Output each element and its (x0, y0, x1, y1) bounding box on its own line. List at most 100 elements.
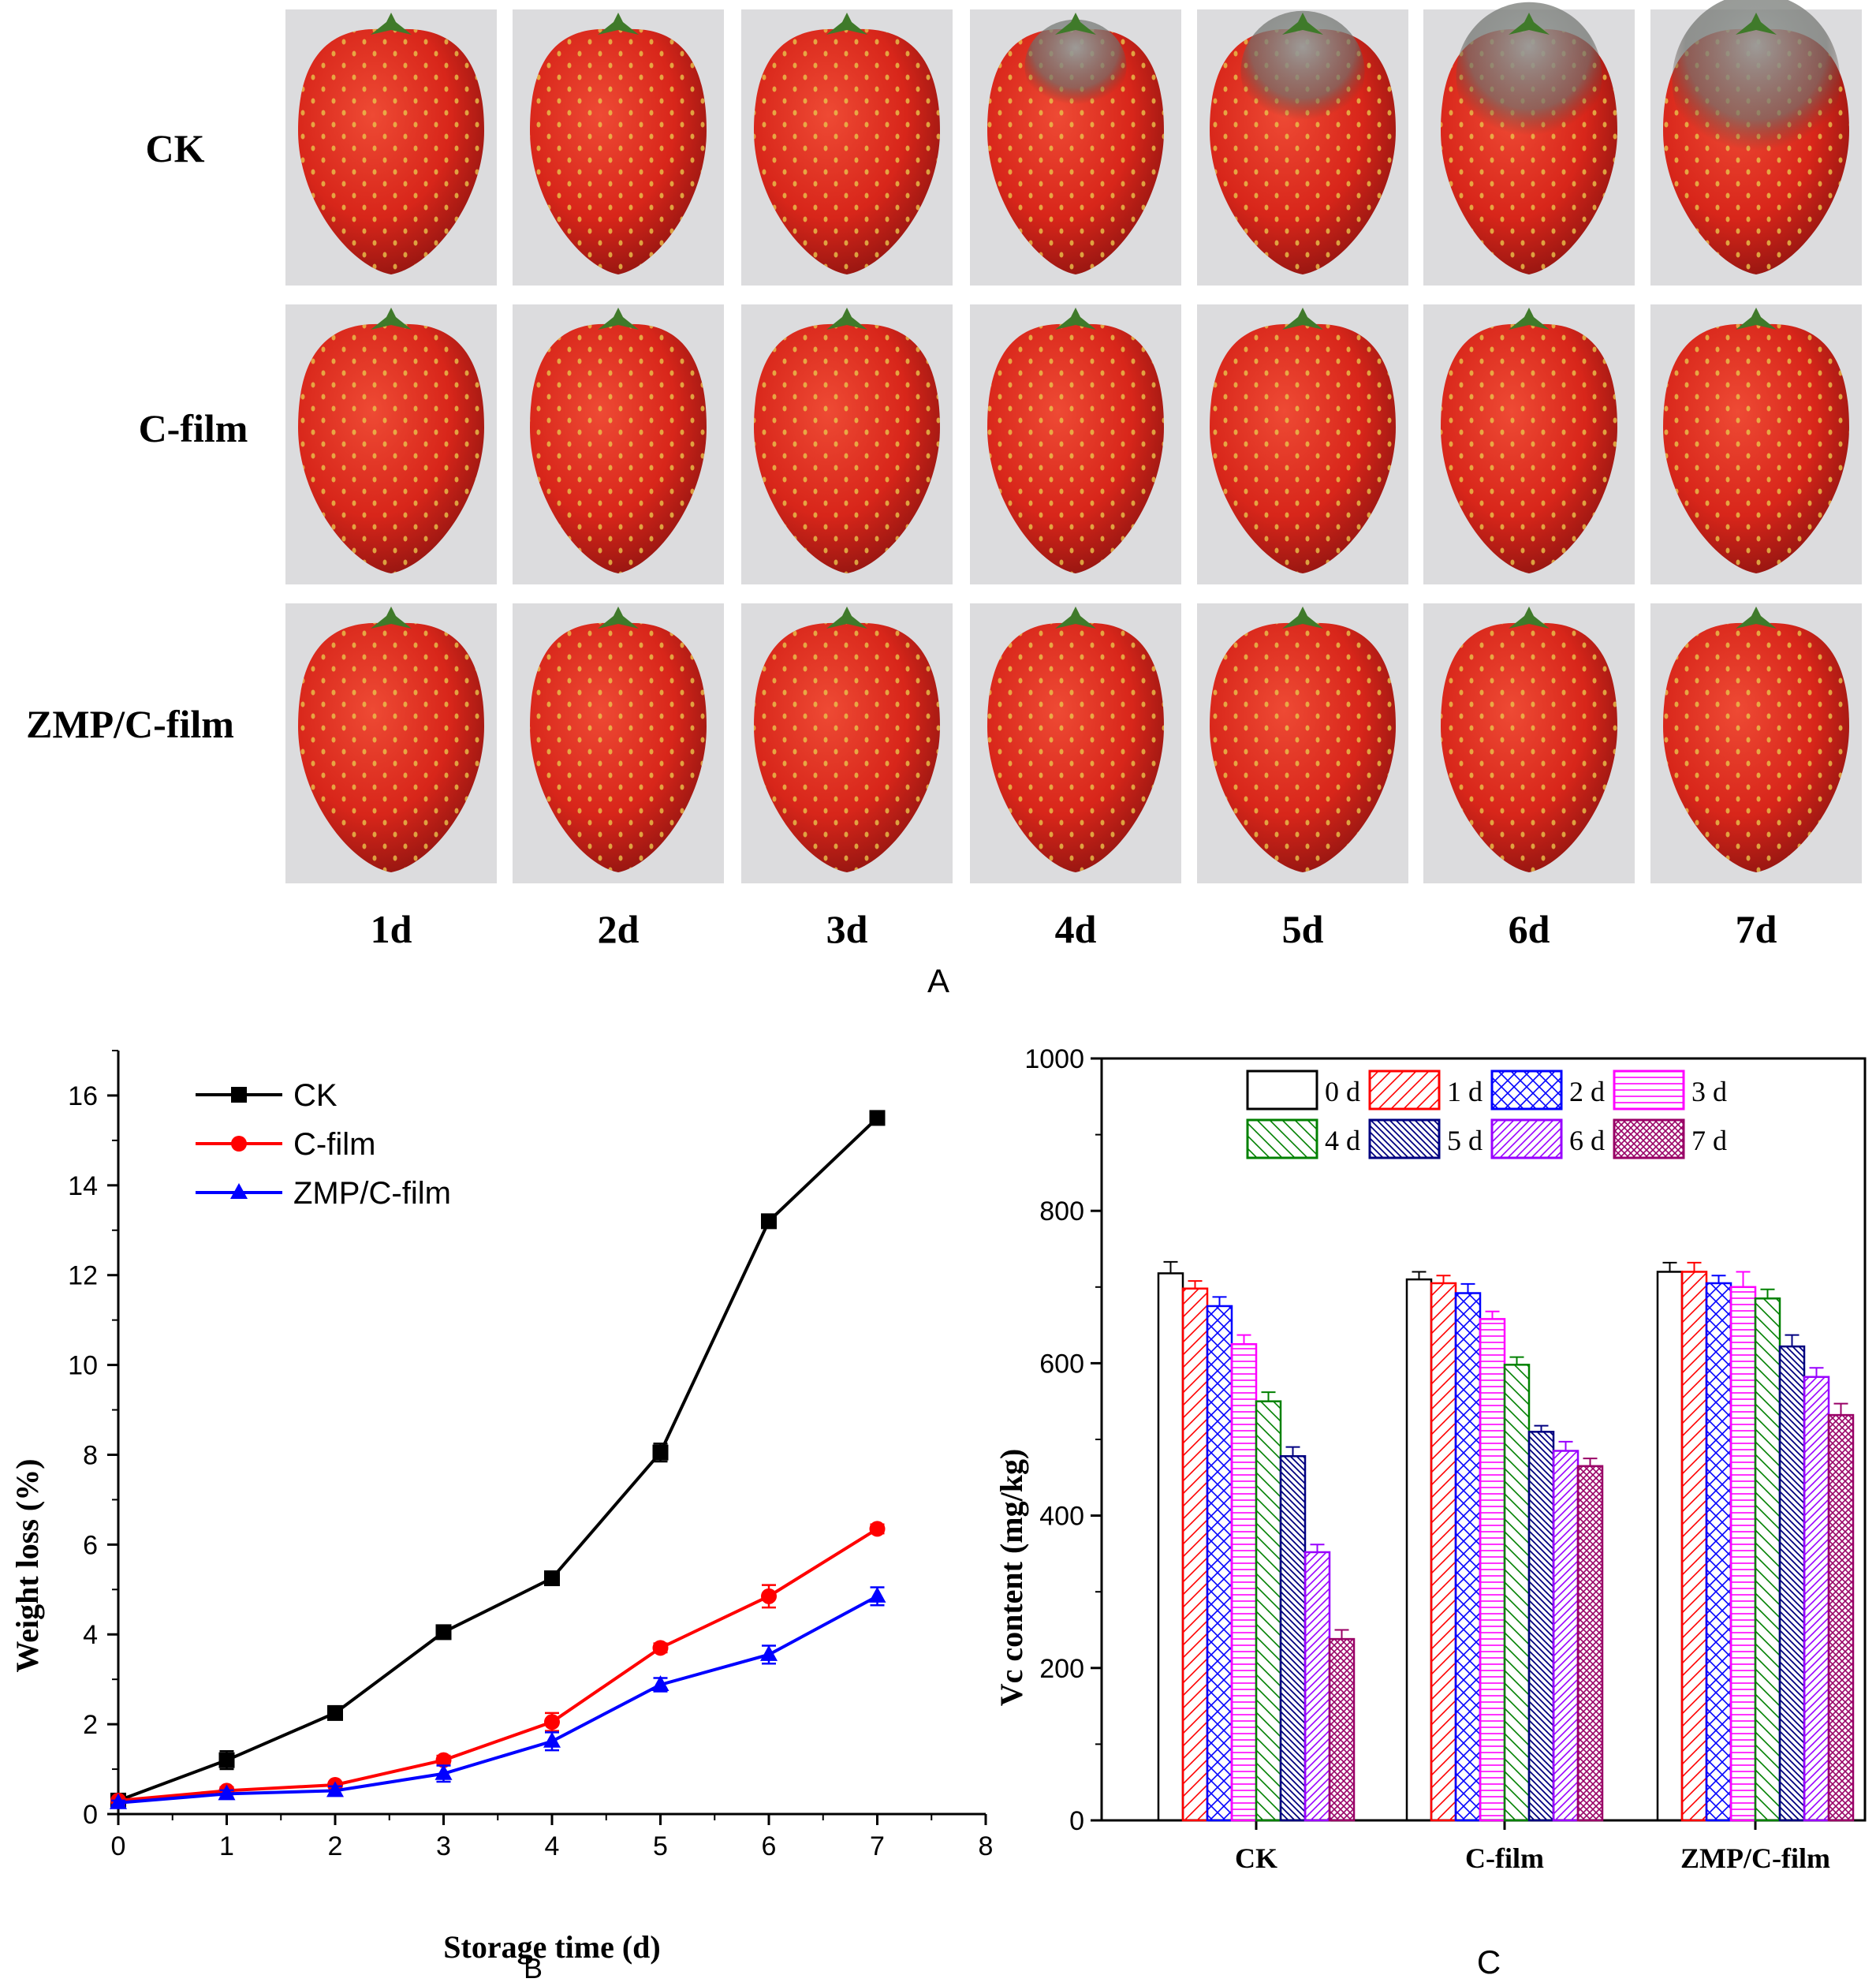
data-point (435, 1764, 453, 1780)
bar-fill (1829, 1415, 1853, 1820)
bar-fill (1232, 1344, 1256, 1820)
photo-grid-svg: CK C-film ZMP/C-film 1d 2d 3d 4d 5d 6d 7d A (26, 0, 1862, 999)
data-point (652, 1444, 669, 1461)
data-point (435, 1752, 452, 1768)
strawberry-photo (285, 9, 497, 286)
y-tick-label: 400 (1039, 1502, 1084, 1532)
strawberry-photo (741, 603, 953, 883)
series-line (117, 1527, 878, 1802)
bar-fill (1431, 1282, 1456, 1820)
bar (1405, 1271, 1433, 1822)
y-tick-label: 12 (68, 1261, 98, 1291)
bar-fill (1305, 1551, 1330, 1820)
legend-entry: 6 d (1490, 1118, 1605, 1159)
data-point (544, 1570, 560, 1587)
strawberry-photo (741, 304, 953, 584)
legend-swatch-fill (1492, 1120, 1561, 1158)
legend-swatch (1368, 1118, 1441, 1159)
legend-entry: C-film (196, 1127, 375, 1162)
legend-marker (231, 1087, 247, 1103)
data-point (435, 1624, 452, 1641)
legend-entry: 7 d (1613, 1118, 1727, 1159)
bar-fill (1706, 1282, 1731, 1820)
day-label: 2d (598, 907, 640, 951)
bar (1503, 1356, 1531, 1822)
strawberry-photo (1650, 304, 1862, 584)
bar (1576, 1458, 1604, 1822)
legend-entry: 3 d (1613, 1070, 1727, 1111)
bar-fill (1755, 1298, 1780, 1820)
strawberry-calyx (826, 13, 867, 35)
x-tick-label: CK (1235, 1842, 1277, 1874)
day-label: 5d (1282, 907, 1324, 951)
strawberry-calyx (1282, 13, 1323, 35)
strawberry-seeds (1210, 323, 1396, 573)
data-point (326, 1781, 344, 1797)
panel-b-weight-loss-chart: 0 1 2 3 4 5 6 7 8 0 2 4 6 8 10 12 14 16 CK C-film ZMP/C-fil… (0, 1017, 1017, 1984)
row-label: CK (146, 126, 205, 170)
legend-label: 5 d (1447, 1125, 1483, 1156)
bar-fill (1578, 1465, 1602, 1820)
legend-label: 1 d (1447, 1076, 1483, 1107)
strawberry-calyx (826, 308, 867, 330)
y-tick-label: 4 (83, 1620, 98, 1650)
y-tick-label: 600 (1039, 1349, 1084, 1379)
data-point (327, 1704, 343, 1721)
bar-fill (1256, 1401, 1281, 1820)
strawberry-seeds (987, 323, 1164, 573)
bar-outline (1328, 1637, 1356, 1822)
legend-swatch (1490, 1070, 1563, 1111)
mold-patch (1024, 19, 1127, 114)
legend-swatch-fill (1370, 1071, 1439, 1109)
bar-fill (1183, 1288, 1207, 1820)
x-tick-label: 6 (762, 1831, 777, 1861)
bar-fill (1456, 1293, 1480, 1820)
strawberry-photo (1423, 603, 1635, 883)
strawberry-calyx (598, 607, 639, 629)
data-point (652, 1640, 669, 1656)
x-tick-label: 7 (870, 1831, 885, 1861)
day-label: 4d (1055, 907, 1097, 951)
bar-fill (1281, 1456, 1305, 1820)
strawberry-calyx (1282, 308, 1323, 330)
data-point (544, 1714, 560, 1730)
strawberry-seeds (298, 28, 484, 274)
strawberry-calyx (371, 13, 412, 35)
strawberry-calyx (1055, 13, 1096, 35)
legend-entry: 2 d (1490, 1070, 1605, 1111)
legend-entry: CK (196, 1078, 338, 1113)
strawberry-photo (1197, 304, 1408, 584)
panel-a-label: A (927, 962, 949, 999)
strawberry-photo (285, 304, 497, 584)
bar (1656, 1261, 1684, 1822)
x-tick-label: ZMP/C-film (1680, 1842, 1830, 1874)
bar (1778, 1334, 1806, 1822)
legend-swatch-fill (1614, 1071, 1684, 1109)
bar (1479, 1310, 1506, 1822)
y-tick-label: 0 (83, 1800, 98, 1830)
strawberry-calyx (826, 607, 867, 629)
legend-swatch-fill (1492, 1071, 1561, 1109)
legend-swatch (1246, 1070, 1318, 1111)
data-point (869, 1521, 886, 1537)
y-tick-label: 8 (83, 1440, 98, 1470)
data-point (760, 1644, 778, 1661)
y-axis-title: Weight loss (%) (9, 1458, 45, 1672)
x-axis-title: Storage time (d) (443, 1929, 660, 1965)
x-tick-label: 1 (219, 1831, 234, 1861)
bar-fill (1207, 1305, 1232, 1820)
strawberry-seeds (530, 28, 707, 274)
row-label: C-film (139, 406, 248, 450)
strawberry-seeds (987, 622, 1164, 872)
strawberry-calyx (371, 607, 412, 629)
strawberry-calyx (371, 308, 412, 330)
strawberry-seeds (298, 323, 484, 573)
panel-a-photo-grid: CK C-film ZMP/C-film 1d 2d 3d 4d 5d 6d 7d A (26, 0, 1862, 999)
strawberry-photo (1650, 0, 1862, 286)
x-tick-label: 2 (328, 1831, 343, 1861)
legend-label: 7 d (1691, 1125, 1727, 1156)
bar (1705, 1275, 1732, 1822)
strawberry-seeds (754, 622, 940, 872)
day-label: 6d (1509, 907, 1550, 951)
